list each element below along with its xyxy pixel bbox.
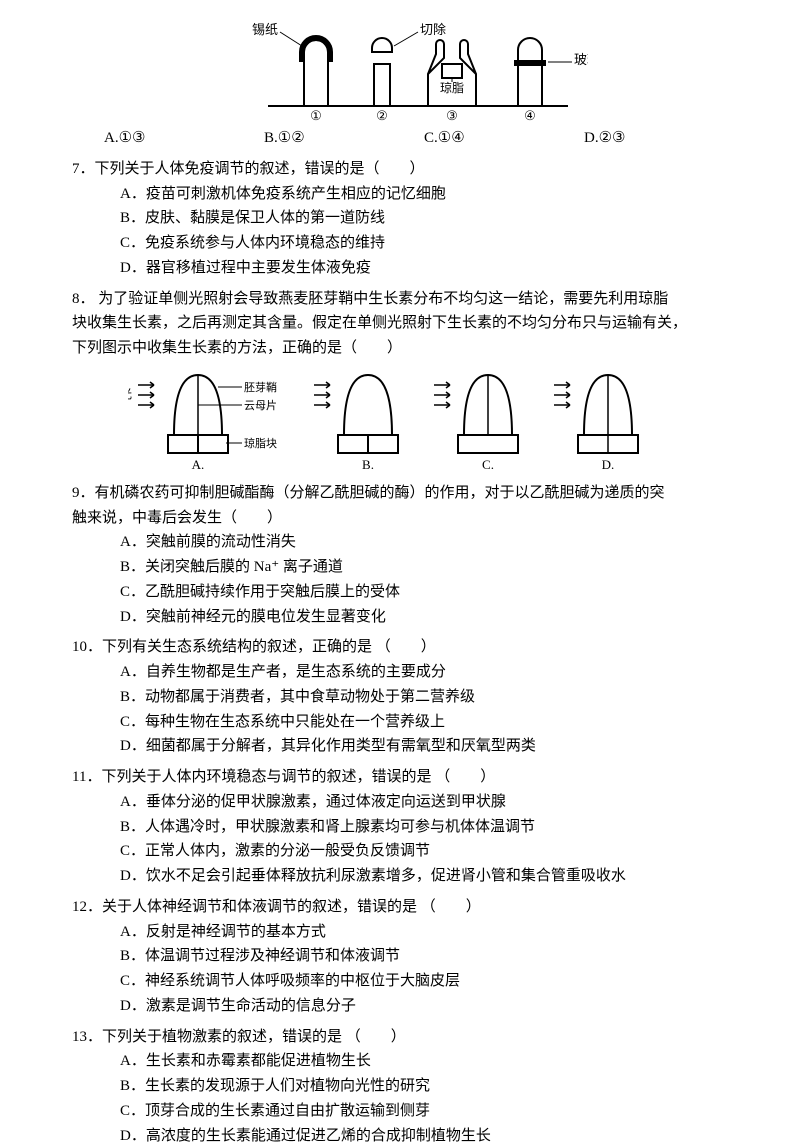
q11-d: D．饮水不足会引起垂体释放抗利尿激素增多，促进肾小管和集合管重吸收水 (72, 864, 744, 889)
q10: 10．下列有关生态系统结构的叙述，正确的是 （ ） A．自养生物都是生产者，是生… (72, 635, 744, 759)
q7: 7．下列关于人体免疫调节的叙述，错误的是（ ） A．疫苗可刺激机体免疫系统产生相… (72, 157, 744, 281)
q10-a: A．自养生物都是生产者，是生态系统的主要成分 (72, 660, 744, 685)
q6-opt-b: B.①② (264, 126, 424, 151)
q7-c: C．免疫系统参与人体内环境稳态的维持 (72, 231, 744, 256)
svg-text:玻璃: 玻璃 (574, 52, 588, 67)
q12-d: D．激素是调节生命活动的信息分子 (72, 994, 744, 1019)
q13-c: C．顶芽合成的生长素通过自由扩散运输到侧芽 (72, 1099, 744, 1124)
svg-text:云母片: 云母片 (244, 399, 277, 412)
svg-text:③: ③ (446, 108, 458, 123)
q7-d: D．器官移植过程中主要发生体液免疫 (72, 256, 744, 281)
svg-text:A.: A. (192, 457, 205, 472)
q13: 13．下列关于植物激素的叙述，错误的是 （ ） A．生长素和赤霉素都能促进植物生… (72, 1025, 744, 1148)
svg-text:锡纸: 锡纸 (252, 22, 278, 37)
svg-text:光: 光 (128, 387, 132, 401)
q9-c: C．乙酰胆碱持续作用于突触后膜上的受体 (72, 580, 744, 605)
q8-svg: 光 胚芽鞘 云母片 琼脂块 A. B. (128, 365, 688, 475)
q9-stem2: 触来说，中毒后会发生（ ） (72, 506, 744, 531)
q7-stem: 7．下列关于人体免疫调节的叙述，错误的是（ ） (72, 157, 744, 182)
q13-stem: 13．下列关于植物激素的叙述，错误的是 （ ） (72, 1025, 744, 1050)
q10-c: C．每种生物在生态系统中只能处在一个营养级上 (72, 710, 744, 735)
svg-text:①: ① (310, 108, 322, 123)
q13-a: A．生长素和赤霉素都能促进植物生长 (72, 1049, 744, 1074)
svg-text:④: ④ (524, 108, 536, 123)
svg-text:琼脂: 琼脂 (440, 80, 464, 95)
svg-text:切除: 切除 (420, 22, 446, 37)
q6-svg: 锡纸 ① 切除 ② 琼脂 ③ 玻璃 ④ (228, 14, 588, 124)
q12-stem: 12．关于人体神经调节和体液调节的叙述，错误的是 （ ） (72, 895, 744, 920)
q13-b: B．生长素的发现源于人们对植物向光性的研究 (72, 1074, 744, 1099)
q10-stem: 10．下列有关生态系统结构的叙述，正确的是 （ ） (72, 635, 744, 660)
q11-stem: 11．下列关于人体内环境稳态与调节的叙述，错误的是 （ ） (72, 765, 744, 790)
q9-a: A．突触前膜的流动性消失 (72, 530, 744, 555)
q11: 11．下列关于人体内环境稳态与调节的叙述，错误的是 （ ） A．垂体分泌的促甲状… (72, 765, 744, 889)
q7-b: B．皮肤、黏膜是保卫人体的第一道防线 (72, 206, 744, 231)
q10-d: D．细菌都属于分解者，其异化作用类型有需氧型和厌氧型两类 (72, 734, 744, 759)
q13-d: D．高浓度的生长素能通过促进乙烯的合成抑制植物生长 (72, 1124, 744, 1148)
svg-text:C.: C. (482, 457, 494, 472)
q6-diagram: 锡纸 ① 切除 ② 琼脂 ③ 玻璃 ④ (72, 14, 744, 124)
q6-opt-c: C.①④ (424, 126, 584, 151)
q8-stem1: 8． 为了验证单侧光照射会导致燕麦胚芽鞘中生长素分布不均匀这一结论，需要先利用琼… (72, 287, 744, 312)
q9-d: D．突触前神经元的膜电位发生显著变化 (72, 605, 744, 630)
svg-text:B.: B. (362, 457, 374, 472)
svg-text:胚芽鞘: 胚芽鞘 (244, 380, 277, 394)
q8-stem3: 下列图示中收集生长素的方法，正确的是（ ） (72, 336, 744, 361)
svg-text:琼脂块: 琼脂块 (244, 436, 277, 450)
q8: 8． 为了验证单侧光照射会导致燕麦胚芽鞘中生长素分布不均匀这一结论，需要先利用琼… (72, 287, 744, 361)
svg-text:D.: D. (602, 457, 615, 472)
q12-b: B．体温调节过程涉及神经调节和体液调节 (72, 944, 744, 969)
q6-opt-d: D.②③ (584, 126, 744, 151)
q10-b: B．动物都属于消费者，其中食草动物处于第二营养级 (72, 685, 744, 710)
q11-c: C．正常人体内，激素的分泌一般受负反馈调节 (72, 839, 744, 864)
q8-stem2: 块收集生长素，之后再测定其含量。假定在单侧光照射下生长素的不均匀分布只与运输有关… (72, 311, 744, 336)
q12-a: A．反射是神经调节的基本方式 (72, 920, 744, 945)
q9-stem1: 9．有机磷农药可抑制胆碱酯酶（分解乙酰胆碱的酶）的作用，对于以乙酰胆碱为递质的突 (72, 481, 744, 506)
q6-opt-a: A.①③ (104, 126, 264, 151)
q6-options: A.①③ B.①② C.①④ D.②③ (104, 126, 744, 151)
q11-a: A．垂体分泌的促甲状腺激素，通过体液定向运送到甲状腺 (72, 790, 744, 815)
q8-diagram: 光 胚芽鞘 云母片 琼脂块 A. B. (72, 365, 744, 475)
q9: 9．有机磷农药可抑制胆碱酯酶（分解乙酰胆碱的酶）的作用，对于以乙酰胆碱为递质的突… (72, 481, 744, 630)
svg-text:②: ② (376, 108, 388, 123)
q12-c: C．神经系统调节人体呼吸频率的中枢位于大脑皮层 (72, 969, 744, 994)
q11-b: B．人体遇冷时，甲状腺激素和肾上腺素均可参与机体体温调节 (72, 815, 744, 840)
q9-b: B．关闭突触后膜的 Na⁺ 离子通道 (72, 555, 744, 580)
q7-a: A．疫苗可刺激机体免疫系统产生相应的记忆细胞 (72, 182, 744, 207)
q12: 12．关于人体神经调节和体液调节的叙述，错误的是 （ ） A．反射是神经调节的基… (72, 895, 744, 1019)
